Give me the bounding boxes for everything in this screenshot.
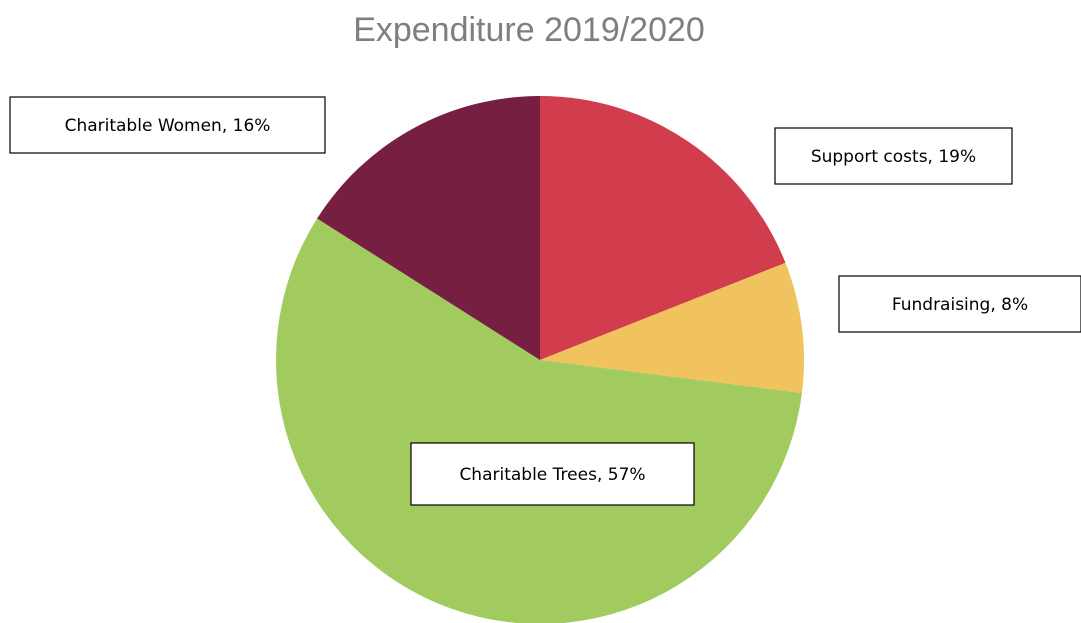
data-label-support-costs: Support costs, 19%	[774, 127, 1013, 185]
data-label-text: Charitable Trees, 57%	[459, 465, 645, 485]
data-label-box	[774, 127, 1013, 185]
data-label-text: Support costs, 19%	[811, 147, 976, 167]
data-label-box	[838, 275, 1081, 333]
chart-title: Expenditure 2019/2020	[353, 11, 705, 49]
pie-slices	[276, 96, 805, 623]
data-label-text: Fundraising, 8%	[892, 295, 1028, 315]
data-label-charitable-women: Charitable Women, 16%	[9, 96, 326, 154]
data-label-text: Charitable Women, 16%	[65, 116, 271, 136]
data-label-fundraising: Fundraising, 8%	[838, 275, 1081, 333]
data-label-charitable-trees: Charitable Trees, 57%	[410, 442, 695, 506]
data-label-box	[9, 96, 326, 154]
data-labels: Support costs, 19% Fundraising, 8% Charita…	[9, 96, 1081, 506]
pie-slice-charitable-women	[317, 96, 540, 360]
data-label-box	[410, 442, 695, 506]
pie-slice-fundraising	[540, 262, 805, 394]
pie-slice-support-costs	[540, 96, 786, 360]
pie-slice-charitable-trees	[276, 218, 802, 623]
